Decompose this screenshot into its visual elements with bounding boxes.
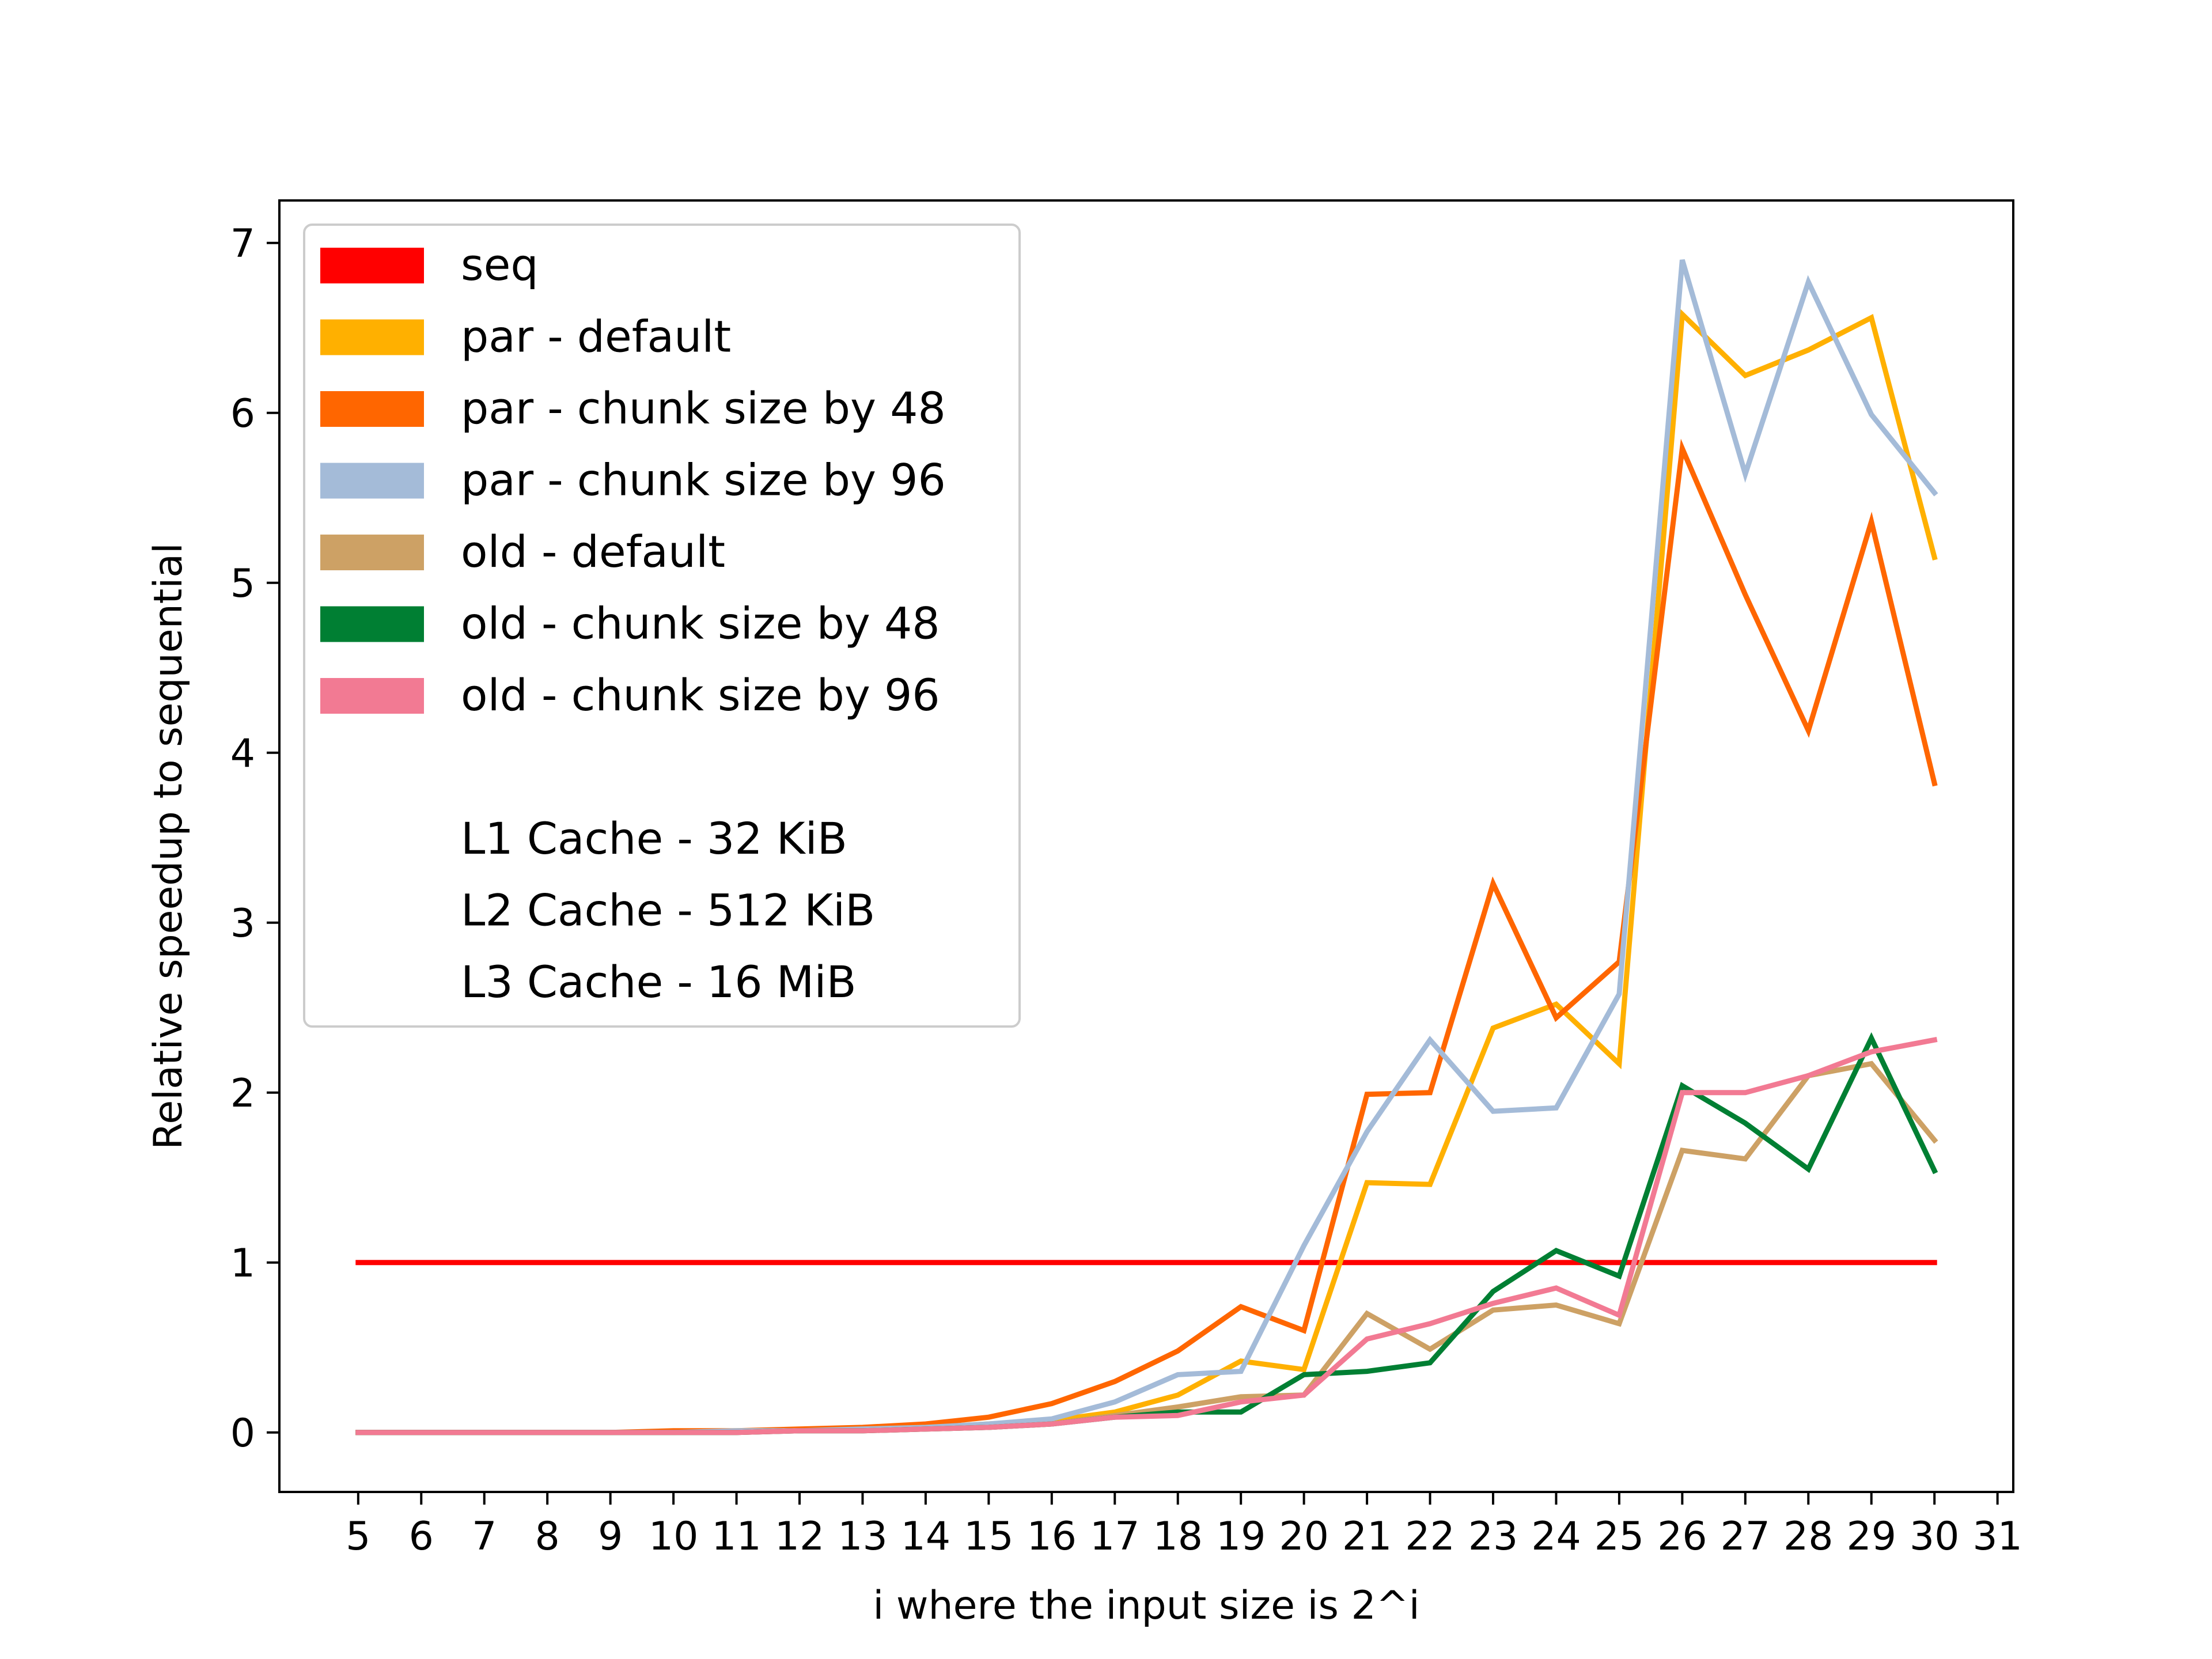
x-axis-label: i where the input size is 2^i	[873, 1583, 1419, 1628]
legend: seq par - default par - chunk size by 48 pa…	[303, 224, 1021, 1028]
y-tick-label: 2	[230, 1071, 255, 1116]
cache-annotation: L2 Cache - 512 KiB	[461, 885, 875, 936]
cache-annotation: L3 Cache - 16 MiB	[461, 956, 857, 1007]
series-layer	[355, 259, 1938, 1435]
x-tick-label: 13	[838, 1514, 888, 1559]
legend-swatch	[320, 606, 424, 642]
x-tick-label: 11	[711, 1514, 762, 1559]
y-axis: 0 1 2 3 4 5 6 7	[230, 221, 279, 1456]
legend-label: seq	[461, 239, 539, 290]
legend-label: par - default	[461, 311, 731, 362]
legend-swatch	[320, 391, 424, 427]
x-tick-label: 9	[598, 1514, 623, 1559]
y-axis-label: Relative speedup to sequential	[146, 543, 191, 1150]
y-tick-label: 3	[230, 901, 255, 946]
legend-label: old - chunk size by 96	[461, 669, 940, 721]
x-tick-label: 31	[1972, 1514, 2022, 1559]
x-tick-label: 7	[472, 1514, 497, 1559]
x-tick-label: 6	[409, 1514, 434, 1559]
legend-label: par - chunk size by 96	[461, 454, 946, 506]
x-tick-label: 8	[535, 1514, 560, 1559]
x-tick-label: 14	[901, 1514, 951, 1559]
y-tick-label: 0	[230, 1411, 255, 1456]
series-line-6	[355, 1037, 1938, 1435]
x-axis: 5 6 7 8 9 10 11 12 13 14 15 16 17 18 19 20 21 22 23 24 25 26 2…	[346, 1492, 2022, 1559]
x-tick-label: 23	[1468, 1514, 1518, 1559]
legend-swatch	[320, 678, 424, 714]
y-tick-label: 5	[230, 561, 255, 607]
x-tick-label: 25	[1594, 1514, 1645, 1559]
x-tick-label: 19	[1216, 1514, 1266, 1559]
x-tick-label: 26	[1657, 1514, 1707, 1559]
x-tick-label: 20	[1279, 1514, 1329, 1559]
legend-label: old - chunk size by 48	[461, 598, 940, 649]
legend-swatch	[320, 319, 424, 355]
x-tick-label: 29	[1846, 1514, 1896, 1559]
legend-swatch	[320, 535, 424, 570]
x-tick-label: 28	[1783, 1514, 1834, 1559]
x-tick-label: 24	[1531, 1514, 1581, 1559]
x-tick-label: 16	[1027, 1514, 1077, 1559]
x-tick-label: 18	[1153, 1514, 1203, 1559]
x-tick-label: 10	[649, 1514, 699, 1559]
x-tick-label: 17	[1090, 1514, 1140, 1559]
x-tick-label: 21	[1342, 1514, 1392, 1559]
x-tick-label: 15	[964, 1514, 1014, 1559]
legend-label: old - default	[461, 526, 725, 577]
x-tick-label: 30	[1910, 1514, 1960, 1559]
x-tick-label: 5	[346, 1514, 370, 1559]
cache-annotation: L1 Cache - 32 KiB	[461, 813, 847, 864]
legend-label: par - chunk size by 48	[461, 382, 946, 434]
y-tick-label: 6	[230, 391, 255, 437]
x-tick-label: 12	[775, 1514, 825, 1559]
plot-frame	[278, 199, 2014, 1493]
legend-swatch	[320, 463, 424, 499]
y-tick-label: 4	[230, 731, 255, 777]
legend-box	[303, 224, 1021, 1028]
y-tick-label: 1	[230, 1241, 255, 1286]
y-tick-label: 7	[230, 221, 255, 267]
x-tick-label: 22	[1405, 1514, 1455, 1559]
legend-swatch	[320, 248, 424, 283]
x-tick-label: 27	[1721, 1514, 1771, 1559]
